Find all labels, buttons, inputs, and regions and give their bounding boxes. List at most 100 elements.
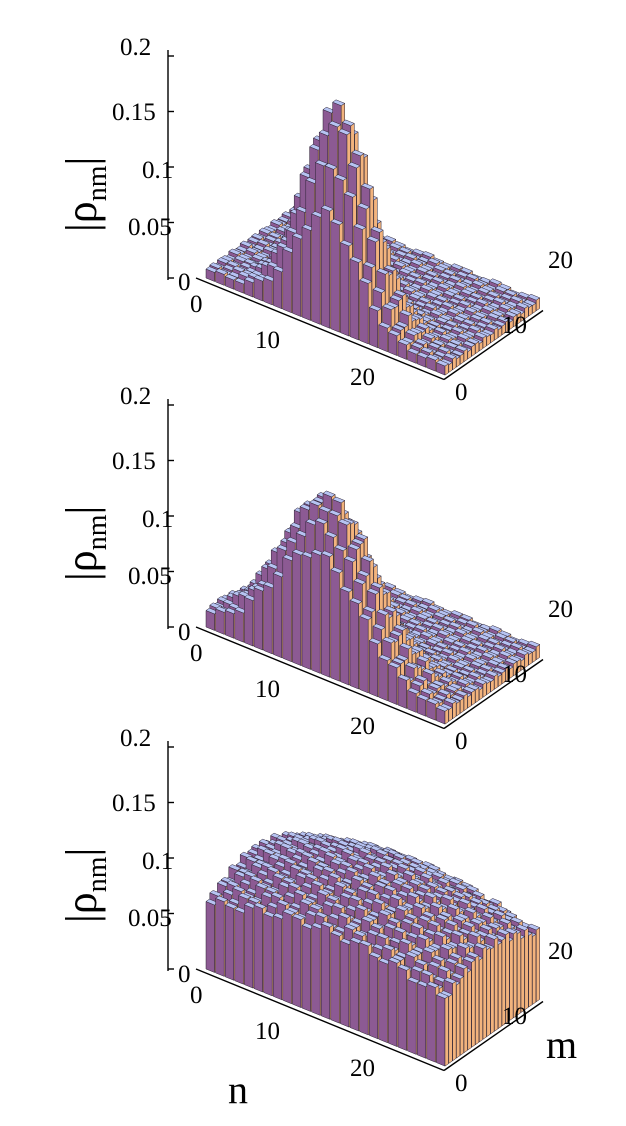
bar-face-top — [437, 282, 451, 290]
bar-face-top — [446, 308, 461, 315]
bar-face-top — [425, 270, 439, 277]
bar-face-front — [263, 584, 273, 655]
z-tick-0.15: 0.15 — [112, 99, 156, 126]
bar-face-top — [488, 278, 502, 285]
bar-face-top — [408, 293, 422, 300]
bar-face-front — [282, 248, 292, 314]
bar-face-top — [462, 318, 476, 326]
m-tick-0: 0 — [455, 379, 468, 406]
bar-face-top — [454, 281, 468, 288]
bar-face-top — [258, 227, 272, 235]
bar-face-top — [427, 257, 441, 265]
bar-face-front — [301, 553, 311, 670]
bar-face-top — [509, 295, 524, 302]
bar-face-top — [515, 302, 529, 309]
bar-face-top — [398, 246, 412, 254]
bar-face-top — [498, 303, 512, 311]
bar-face-front — [349, 599, 359, 690]
bar-face-front — [253, 587, 263, 651]
bar-face-top — [392, 260, 407, 268]
z-axis-label: |ρnm| — [57, 157, 113, 232]
bar-face-top — [469, 313, 484, 321]
bar-face-top — [459, 267, 474, 274]
bar-face-front — [359, 615, 369, 694]
bar-face-top — [445, 319, 459, 327]
m-tick-10: 10 — [502, 312, 527, 339]
bar-face-front — [282, 556, 292, 663]
bar-face-front — [311, 551, 321, 674]
z-tick-0.2: 0.2 — [120, 34, 151, 61]
bar-face-top — [402, 285, 416, 293]
bar-face-top — [504, 310, 518, 318]
m-tick-20: 20 — [548, 247, 573, 274]
bar-face-front — [234, 609, 244, 643]
bar-face-top — [423, 302, 438, 310]
bar-face-top — [450, 263, 464, 270]
z-tick-0.1: 0.1 — [142, 157, 173, 184]
bar-face-top — [469, 292, 483, 299]
bar-face-top — [433, 264, 447, 272]
bar-face-top — [268, 231, 282, 239]
bar-face-top — [421, 251, 435, 258]
bar-face-top — [408, 271, 422, 278]
n-tick-20: 20 — [350, 364, 375, 391]
bar-face-top — [383, 235, 397, 242]
bar-face-top — [425, 291, 439, 299]
bar-face-top — [496, 315, 510, 323]
bar-face-front — [215, 608, 225, 635]
bar-face-front — [340, 588, 350, 686]
bar-face-front — [330, 221, 340, 333]
z-tick-0.05: 0.05 — [128, 214, 172, 241]
bar-face-front — [349, 258, 359, 341]
bar-face-top — [435, 295, 449, 302]
bar-face-top — [441, 301, 455, 308]
bar-face-top — [452, 315, 466, 322]
bar-face-top — [479, 317, 493, 324]
bar-face-top — [414, 277, 428, 285]
n-tick-0: 0 — [190, 291, 203, 318]
bar-face-top — [429, 309, 443, 316]
bar-face-top — [485, 323, 499, 330]
bar-face-front — [368, 640, 379, 698]
bar-face-front — [330, 569, 340, 682]
bar-face-top — [442, 290, 457, 297]
bar-face-top — [410, 259, 424, 266]
n-tick-10: 10 — [255, 327, 280, 354]
bar-face-side — [452, 700, 457, 720]
bar-face-front — [272, 573, 283, 659]
bar-face-top — [477, 287, 491, 294]
z-tick-0: 0 — [178, 269, 191, 296]
bar-face-top — [418, 296, 432, 303]
bar-face-top — [492, 296, 506, 304]
bar-face-front — [320, 552, 331, 678]
bar-face-front — [292, 551, 302, 666]
bar-face-front — [244, 596, 254, 647]
bar-face-top — [270, 219, 284, 226]
bar-face-top — [458, 299, 472, 307]
bar-face-top — [494, 285, 508, 293]
bar-face-top — [473, 331, 488, 339]
bar-face-top — [486, 290, 501, 298]
bar-face-top — [464, 306, 478, 314]
bar-face-front — [224, 609, 235, 639]
bar-face-front — [378, 324, 388, 353]
bar-face-top — [481, 305, 495, 312]
bar-face-front — [253, 277, 263, 302]
density-matrix-plot-2: 0 0.05 0.1 0.15 0.2 0 10 20 0 10 20 |ρnm… — [57, 383, 573, 755]
bar-face-front — [292, 235, 302, 317]
bar-face-side — [463, 693, 468, 712]
bar-face-top — [460, 288, 474, 296]
bar-face-top — [452, 293, 466, 301]
bar-face-top — [527, 293, 541, 301]
bar-face-front — [301, 226, 311, 321]
bar-face-front — [378, 656, 388, 702]
bar-face-top — [431, 276, 445, 283]
bar-face-front — [388, 332, 398, 356]
bar-face-top — [239, 240, 253, 248]
bar-face-top — [256, 239, 271, 246]
bar-face-top — [245, 247, 259, 254]
bar-face-front — [263, 277, 273, 306]
bar-face-top — [448, 274, 462, 282]
bar-face-front — [368, 307, 379, 349]
